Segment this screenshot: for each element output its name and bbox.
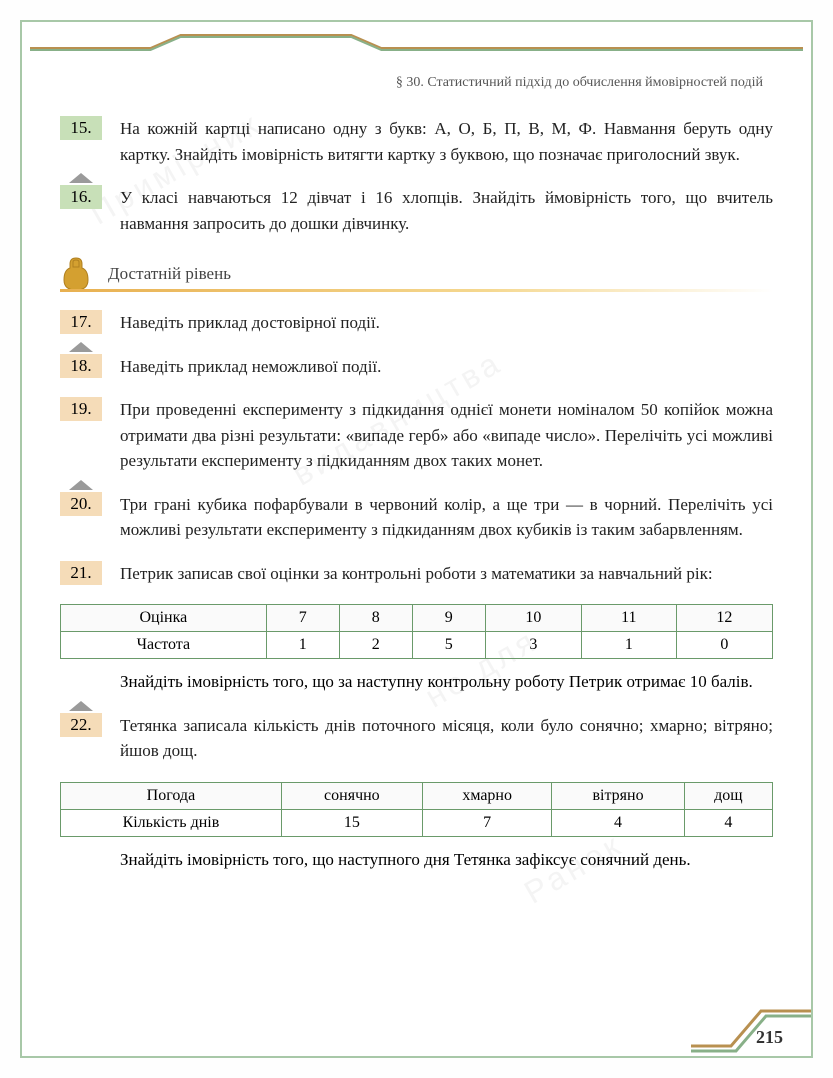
- exercise-number: 19.: [60, 397, 102, 421]
- table-row: Кількість днів 15 7 4 4: [61, 809, 773, 836]
- table-row: Частота 1 2 5 3 1 0: [61, 632, 773, 659]
- exercise-text: Тетянка записала кількість днів поточног…: [120, 713, 773, 764]
- grades-table: Оцінка 7 8 9 10 11 12 Частота 1 2 5 3 1 …: [60, 604, 773, 659]
- table-header: Оцінка: [61, 605, 267, 632]
- table-header: 12: [676, 605, 772, 632]
- exercise-number: 20.: [60, 492, 102, 516]
- section-header: § 30. Статистичний підхід до обчислення …: [60, 75, 773, 91]
- level-label: Достатній рівень: [100, 261, 239, 287]
- after-table-text: Знайдіть імовірність того, що за наступн…: [120, 669, 773, 695]
- exercise-item: 20. Три грані кубика пофарбували в черво…: [60, 492, 773, 543]
- table-cell: 4: [552, 809, 684, 836]
- table-header: 10: [485, 605, 581, 632]
- table-header: 8: [339, 605, 412, 632]
- exercise-item: 15. На кожній картці написано одну з бук…: [60, 116, 773, 167]
- exercise-text: При проведенні експерименту з підкидання…: [120, 397, 773, 474]
- exercise-number: 22.: [60, 713, 102, 737]
- exercise-number-text: 17.: [70, 312, 91, 331]
- table-row: Оцінка 7 8 9 10 11 12: [61, 605, 773, 632]
- exercise-item: 22. Тетянка записала кількість днів пото…: [60, 713, 773, 764]
- exercise-number: 17.: [60, 310, 102, 334]
- corner-decoration: [691, 996, 811, 1056]
- exercise-number-text: 18.: [70, 356, 91, 375]
- house-icon: [67, 171, 95, 183]
- content-area: § 30. Статистичний підхід до обчислення …: [60, 75, 773, 1018]
- exercise-text: Три грані кубика пофарбували в червоний …: [120, 492, 773, 543]
- house-icon: [67, 699, 95, 711]
- table-header: Погода: [61, 782, 282, 809]
- exercise-number-text: 15.: [70, 118, 91, 137]
- table-header: хмарно: [422, 782, 552, 809]
- exercise-number-text: 22.: [70, 715, 91, 734]
- table-header: 11: [582, 605, 677, 632]
- exercise-text: Петрик записав свої оцінки за контрольні…: [120, 561, 773, 587]
- exercise-number: 15.: [60, 116, 102, 140]
- table-cell: 0: [676, 632, 772, 659]
- table-cell: 15: [281, 809, 422, 836]
- table-cell: 7: [422, 809, 552, 836]
- exercise-number: 18.: [60, 354, 102, 378]
- exercise-item: 19. При проведенні експерименту з підкид…: [60, 397, 773, 474]
- table-cell: 5: [412, 632, 485, 659]
- house-icon: [67, 340, 95, 352]
- table-cell: 4: [684, 809, 772, 836]
- top-decoration: [30, 30, 803, 55]
- level-underline: [60, 289, 773, 292]
- exercise-item: 17. Наведіть приклад достовірної події.: [60, 310, 773, 336]
- exercise-number: 21.: [60, 561, 102, 585]
- table-cell: Кількість днів: [61, 809, 282, 836]
- table-header: сонячно: [281, 782, 422, 809]
- exercise-number-text: 20.: [70, 494, 91, 513]
- exercise-item: 21. Петрик записав свої оцінки за контро…: [60, 561, 773, 587]
- exercise-number-text: 16.: [70, 187, 91, 206]
- table-header: дощ: [684, 782, 772, 809]
- table-cell: 3: [485, 632, 581, 659]
- exercise-item: 18. Наведіть приклад неможливої події.: [60, 354, 773, 380]
- exercise-number: 16.: [60, 185, 102, 209]
- table-cell: 1: [266, 632, 339, 659]
- table-cell: Частота: [61, 632, 267, 659]
- exercise-text: Наведіть приклад достовірної події.: [120, 310, 773, 336]
- exercise-text: На кожній картці написано одну з букв: А…: [120, 116, 773, 167]
- exercise-item: 16. У класі навчаються 12 дівчат і 16 хл…: [60, 185, 773, 236]
- table-header: 9: [412, 605, 485, 632]
- after-table-text: Знайдіть імовірність того, що наступного…: [120, 847, 773, 873]
- exercise-text: Наведіть приклад неможливої події.: [120, 354, 773, 380]
- house-icon: [67, 478, 95, 490]
- kettlebell-icon: [60, 256, 92, 292]
- exercise-number-text: 19.: [70, 399, 91, 418]
- table-cell: 1: [582, 632, 677, 659]
- weather-table: Погода сонячно хмарно вітряно дощ Кількі…: [60, 782, 773, 837]
- table-row: Погода сонячно хмарно вітряно дощ: [61, 782, 773, 809]
- exercise-number-text: 21.: [70, 563, 91, 582]
- level-header: Достатній рівень: [60, 256, 773, 292]
- table-header: вітряно: [552, 782, 684, 809]
- table-cell: 2: [339, 632, 412, 659]
- table-header: 7: [266, 605, 339, 632]
- exercise-text: У класі навчаються 12 дівчат і 16 хлопці…: [120, 185, 773, 236]
